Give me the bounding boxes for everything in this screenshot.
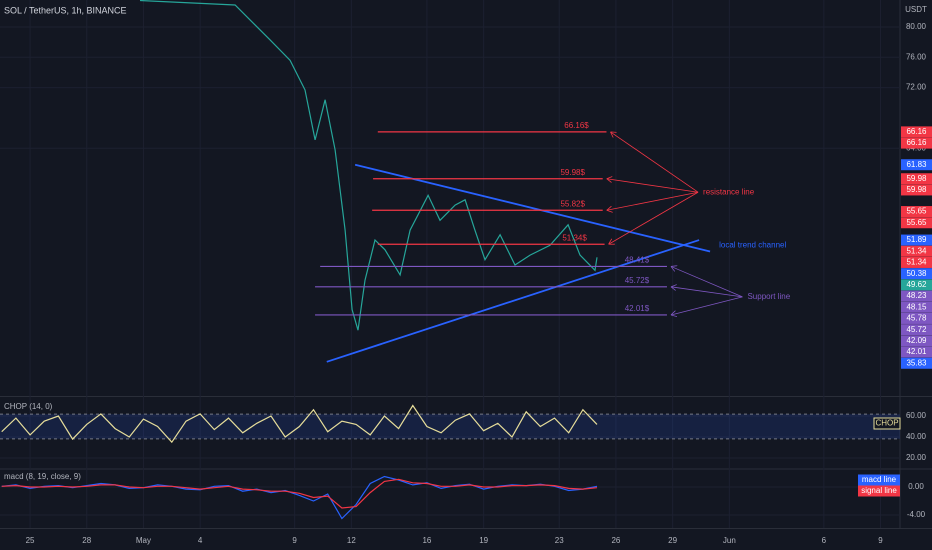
price-label-box (901, 301, 932, 313)
price-label: 49.62 (906, 280, 927, 289)
annotation-arrow (610, 132, 699, 193)
price-label-box (901, 234, 932, 246)
price-label: 55.65 (906, 218, 927, 227)
price-label: 61.83 (906, 160, 927, 169)
x-tick-label: 23 (555, 536, 564, 545)
trend-line (326, 239, 700, 363)
price-label-box (901, 206, 932, 218)
price-label: 51.89 (906, 235, 927, 244)
annotation: local trend channel (719, 240, 786, 249)
legend-entry: CHOP (875, 419, 898, 428)
price-label: 48.23 (906, 291, 927, 300)
annotation-arrow (609, 191, 699, 244)
price-label-box (901, 324, 932, 336)
level-label: 42.01$ (625, 304, 650, 313)
level-label: 59.98$ (560, 168, 585, 177)
x-tick-label: 6 (822, 536, 827, 545)
price-label: 45.72 (906, 325, 927, 334)
price-label: 59.98 (906, 185, 927, 194)
level-label: 66.16$ (564, 121, 589, 130)
price-label: 50.38 (906, 269, 927, 278)
annotation-arrow (607, 191, 699, 210)
level-label: 51.34$ (562, 233, 587, 242)
price-label-box (901, 312, 932, 324)
pane-title: macd (8, 19, close, 9) (4, 472, 81, 481)
legend-box (858, 474, 900, 486)
price-label-box (901, 256, 932, 268)
series-line (1, 475, 598, 520)
annotation-arrow (607, 179, 699, 193)
x-tick-label: Jun (723, 536, 736, 545)
price-label-box (901, 173, 932, 185)
y-tick-label: 80.00 (906, 22, 927, 31)
y-tick-label: 40.00 (906, 432, 927, 441)
chart-title: SOL / TetherUS, 1h, BINANCE (4, 5, 127, 15)
price-label-box (901, 279, 932, 291)
annotation: resistance line (703, 187, 755, 196)
y-tick-label: 20.00 (906, 453, 927, 462)
level-label: 48.41$ (625, 256, 650, 265)
legend-entry: signal line (861, 486, 897, 495)
price-label-box (901, 335, 932, 347)
price-label: 48.15 (906, 302, 927, 311)
price-label-box (901, 126, 932, 138)
legend-box (858, 485, 900, 497)
price-label-box (901, 159, 932, 171)
annotation-arrow (671, 266, 743, 298)
level-label: 45.72$ (625, 276, 650, 285)
price-label: 66.16 (906, 127, 927, 136)
series-line (139, 0, 598, 331)
price-label-box (901, 290, 932, 302)
x-tick-label: 4 (198, 536, 203, 545)
price-label: 45.78 (906, 314, 927, 323)
series-line (1, 478, 598, 509)
unit-label: USDT (905, 5, 927, 14)
grid (0, 0, 900, 528)
annotation-arrow (671, 296, 743, 315)
y-tick-label: -4.00 (907, 510, 926, 519)
x-tick-label: May (136, 536, 151, 545)
legend-entry: macd line (862, 475, 897, 484)
price-label-box (901, 357, 932, 369)
chop-band (0, 414, 900, 439)
pane-title: CHOP (14, 0) (4, 402, 53, 411)
price-label-box (901, 245, 932, 257)
price-label-box (901, 346, 932, 358)
price-label: 42.01 (906, 347, 927, 356)
y-tick-label: 60.00 (906, 411, 927, 420)
x-tick-label: 25 (26, 536, 35, 545)
level-label: 55.82$ (560, 199, 585, 208)
annotation-arrow (671, 287, 743, 298)
y-tick-label: 0.00 (908, 482, 924, 491)
price-label-box (901, 137, 932, 149)
x-tick-label: 26 (611, 536, 620, 545)
price-label-box (901, 217, 932, 229)
x-tick-label: 9 (292, 536, 297, 545)
price-label-box (901, 268, 932, 280)
price-label-box (901, 184, 932, 196)
x-tick-label: 19 (479, 536, 488, 545)
series-line (1, 404, 598, 444)
x-tick-label: 12 (347, 536, 356, 545)
price-label: 59.98 (906, 174, 927, 183)
x-tick-label: 9 (878, 536, 883, 545)
x-tick-label: 29 (668, 536, 677, 545)
x-tick-label: 28 (82, 536, 91, 545)
x-tick-label: 16 (422, 536, 431, 545)
y-tick-label: 72.00 (906, 83, 927, 92)
price-label: 51.34 (906, 246, 927, 255)
price-label: 55.65 (906, 207, 927, 216)
legend-box (873, 417, 901, 430)
price-label: 35.83 (906, 358, 927, 367)
price-label: 66.16 (906, 138, 927, 147)
annotation: Support line (747, 292, 790, 301)
price-label: 51.34 (906, 258, 927, 267)
y-tick-label: 76.00 (906, 52, 927, 61)
price-label: 42.09 (906, 336, 927, 345)
